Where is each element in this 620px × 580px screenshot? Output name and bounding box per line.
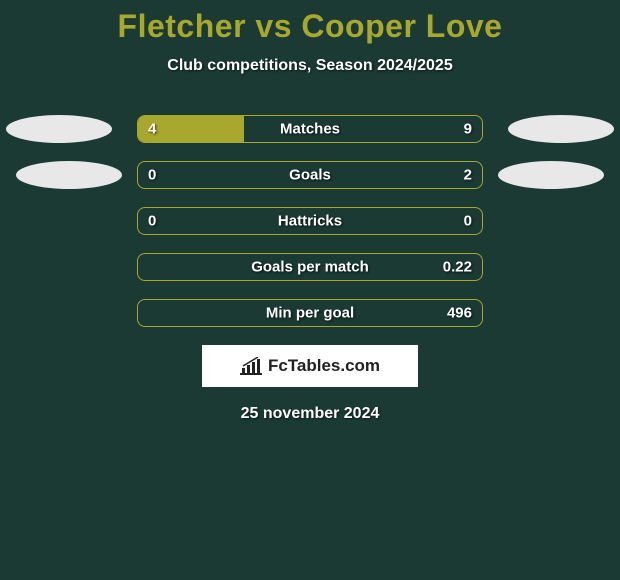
- stat-bar: Goals per match 0.22: [137, 253, 483, 281]
- stat-bar: 0 Goals 2: [137, 161, 483, 189]
- brand-text: FcTables.com: [268, 356, 380, 376]
- stat-value-left: 0: [148, 167, 156, 184]
- player-right-avatar: [508, 115, 614, 143]
- stat-value-right: 9: [464, 121, 472, 138]
- stat-label: Goals per match: [251, 259, 369, 276]
- player-left-avatar: [16, 161, 122, 189]
- player-right-avatar: [498, 161, 604, 189]
- chart-icon: [240, 357, 262, 375]
- stat-row: Goals per match 0.22: [0, 253, 620, 281]
- stat-label: Matches: [280, 121, 340, 138]
- stat-row: 4 Matches 9: [0, 115, 620, 143]
- stat-row: 0 Goals 2: [0, 161, 620, 189]
- stat-value-left: 0: [148, 213, 156, 230]
- stat-value-right: 496: [447, 305, 472, 322]
- stat-value-right: 2: [464, 167, 472, 184]
- page-title: Fletcher vs Cooper Love: [0, 0, 620, 45]
- brand-badge: FcTables.com: [202, 345, 418, 387]
- stat-row: Min per goal 496: [0, 299, 620, 327]
- footer-date: 25 november 2024: [0, 405, 620, 423]
- subtitle: Club competitions, Season 2024/2025: [0, 57, 620, 75]
- stat-bar: 4 Matches 9: [137, 115, 483, 143]
- stat-value-left: 4: [148, 121, 156, 138]
- stat-label: Goals: [289, 167, 331, 184]
- stat-label: Hattricks: [278, 213, 342, 230]
- stat-bar: 0 Hattricks 0: [137, 207, 483, 235]
- stat-value-right: 0.22: [443, 259, 472, 276]
- player-left-avatar: [6, 115, 112, 143]
- stat-bar: Min per goal 496: [137, 299, 483, 327]
- stat-label: Min per goal: [266, 305, 354, 322]
- comparison-rows: 4 Matches 9 0 Goals 2 0 Hattricks 0: [0, 115, 620, 327]
- stat-value-right: 0: [464, 213, 472, 230]
- stat-row: 0 Hattricks 0: [0, 207, 620, 235]
